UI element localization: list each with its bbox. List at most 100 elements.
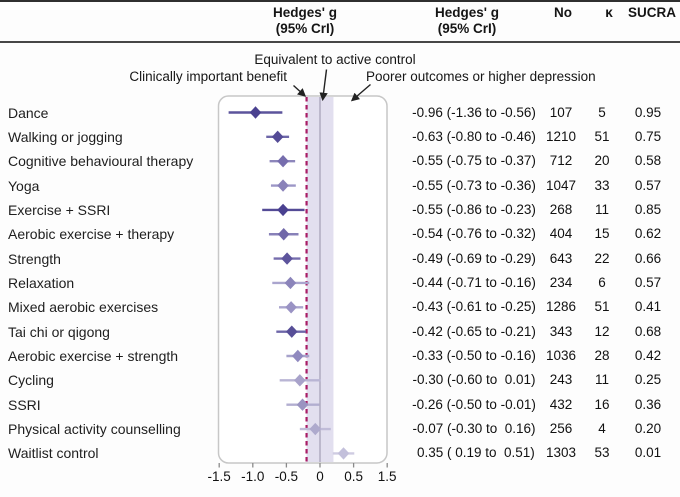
effect-value-14: -0.07 (-0.30 to 0.16): [412, 421, 536, 437]
studies-value-12: 11: [594, 372, 609, 388]
leader-line-benefit: [293, 84, 307, 97]
estimate-diamond-6: [277, 228, 290, 241]
participants-value-5: 268: [549, 201, 573, 217]
estimate-diamond-4: [277, 179, 289, 192]
estimate-diamond-8: [284, 276, 297, 290]
studies-value-7: 22: [594, 250, 610, 266]
effect-value-4: -0.55 (-0.73 to -0.36): [412, 177, 536, 193]
x-axis-label-0.5: 0.5: [344, 469, 363, 484]
x-axis-label-1.5: 1.5: [377, 469, 397, 484]
effect-column-header: Hedges' g (95% CrI): [407, 5, 527, 37]
x-axis-label--1.0: -1.0: [241, 469, 265, 484]
effect-value-12: -0.30 (-0.60 to 0.01): [412, 372, 536, 388]
estimate-diamond-15: [337, 447, 350, 460]
participants-value-13: 432: [549, 396, 573, 412]
effect-value-10: -0.42 (-0.65 to -0.21): [412, 323, 536, 339]
plot-column-header-line2: (95% CrI): [275, 21, 335, 36]
sucra-column-header: SUCRA: [627, 5, 676, 20]
participants-value-11: 1036: [545, 348, 577, 363]
row-label-13: SSRI: [8, 396, 41, 413]
estimate-diamond-12: [294, 374, 306, 387]
row-label-10: Tai chi or qigong: [8, 323, 110, 340]
row-label-4: Yoga: [8, 177, 40, 194]
sucra-value-15: 0.01: [634, 445, 662, 461]
header-rule: [0, 41, 680, 43]
row-label-6: Aerobic exercise + therapy: [8, 226, 175, 243]
sucra-value-14: 0.20: [634, 421, 662, 437]
estimate-diamond-9: [285, 301, 297, 314]
studies-value-1: 5: [598, 104, 606, 120]
x-axis-label-0: 0: [316, 469, 324, 484]
estimate-diamond-7: [281, 252, 293, 265]
estimate-diamond-13: [296, 398, 309, 411]
plot-column-header: Hedges' g (95% CrI): [245, 5, 365, 37]
sucra-value-10: 0.68: [634, 323, 662, 339]
effect-column-header-line2: (95% CrI): [437, 21, 497, 36]
row-label-8: Relaxation: [8, 275, 75, 291]
row-label-3: Cognitive behavioural therapy: [8, 153, 194, 170]
annotation-equivalent: Equivalent to active control: [254, 52, 416, 67]
studies-value-11: 28: [594, 348, 610, 363]
sucra-value-9: 0.41: [634, 299, 662, 315]
sucra-value-5: 0.85: [634, 201, 662, 217]
estimate-diamond-3: [277, 155, 289, 168]
annotation-poorer: Poorer outcomes or higher depression: [366, 69, 596, 84]
estimate-diamond-11: [292, 349, 304, 363]
estimate-diamond-5: [277, 203, 289, 217]
estimate-diamond-14: [309, 422, 322, 436]
participants-value-14: 256: [549, 421, 573, 437]
effect-value-3: -0.55 (-0.75 to -0.37): [412, 153, 536, 169]
studies-value-14: 4: [598, 421, 606, 437]
row-label-7: Strength: [8, 250, 61, 267]
sucra-value-1: 0.95: [634, 104, 662, 120]
effect-value-6: -0.54 (-0.76 to -0.32): [412, 226, 536, 242]
x-axis-label--1.5: -1.5: [207, 469, 231, 484]
sucra-value-6: 0.62: [634, 226, 662, 242]
studies-value-10: 12: [594, 323, 610, 339]
estimate-diamond-2: [271, 130, 284, 144]
effect-value-7: -0.49 (-0.69 to -0.29): [412, 250, 536, 266]
studies-value-5: 11: [594, 201, 609, 217]
row-label-11: Aerobic exercise + strength: [8, 348, 179, 364]
effect-value-11: -0.33 (-0.50 to -0.16): [412, 348, 536, 363]
row-label-2: Walking or jogging: [8, 128, 123, 145]
row-label-5: Exercise + SSRI: [8, 201, 111, 218]
sucra-value-2: 0.75: [634, 128, 662, 144]
row-label-9: Mixed aerobic exercises: [8, 299, 159, 316]
participants-value-12: 243: [549, 372, 573, 388]
participants-value-3: 712: [549, 153, 573, 169]
leader-line-equivalent: [319, 69, 328, 102]
effect-value-9: -0.43 (-0.61 to -0.25): [412, 299, 536, 315]
participants-value-6: 404: [549, 226, 573, 242]
participants-value-9: 1286: [545, 299, 577, 315]
effect-value-1: -0.96 (-1.36 to -0.56): [412, 104, 536, 120]
effect-value-15: 0.35 ( 0.19 to 0.51): [413, 445, 535, 461]
participants-value-1: 107: [549, 104, 573, 120]
effect-column-header-line1: Hedges' g: [435, 5, 499, 20]
annotation-benefit: Clinically important benefit: [129, 69, 287, 84]
sucra-value-12: 0.25: [634, 372, 662, 388]
effect-value-8: -0.44 (-0.71 to -0.16): [412, 275, 536, 290]
studies-value-8: 6: [598, 275, 606, 290]
leader-line-poorer: [350, 83, 371, 102]
sucra-value-11: 0.42: [634, 348, 662, 363]
studies-value-13: 16: [594, 396, 610, 412]
participants-value-10: 343: [549, 323, 573, 339]
sucra-value-13: 0.36: [634, 396, 662, 412]
studies-value-3: 20: [594, 153, 610, 169]
effect-value-5: -0.55 (-0.86 to -0.23): [412, 201, 536, 217]
effect-value-13: -0.26 (-0.50 to -0.01): [412, 396, 536, 412]
row-label-14: Physical activity counselling: [8, 421, 181, 438]
participants-value-8: 234: [549, 275, 573, 290]
sucra-value-3: 0.58: [634, 153, 662, 169]
participants-value-4: 1047: [545, 177, 577, 193]
row-label-1: Dance: [8, 104, 49, 121]
studies-value-2: 51: [594, 128, 610, 144]
studies-value-6: 15: [594, 226, 610, 242]
effect-value-2: -0.63 (-0.80 to -0.46): [412, 128, 536, 144]
estimate-diamond-1: [249, 106, 262, 119]
studies-value-15: 53: [594, 445, 610, 461]
studies-column-header: κ: [605, 5, 613, 20]
